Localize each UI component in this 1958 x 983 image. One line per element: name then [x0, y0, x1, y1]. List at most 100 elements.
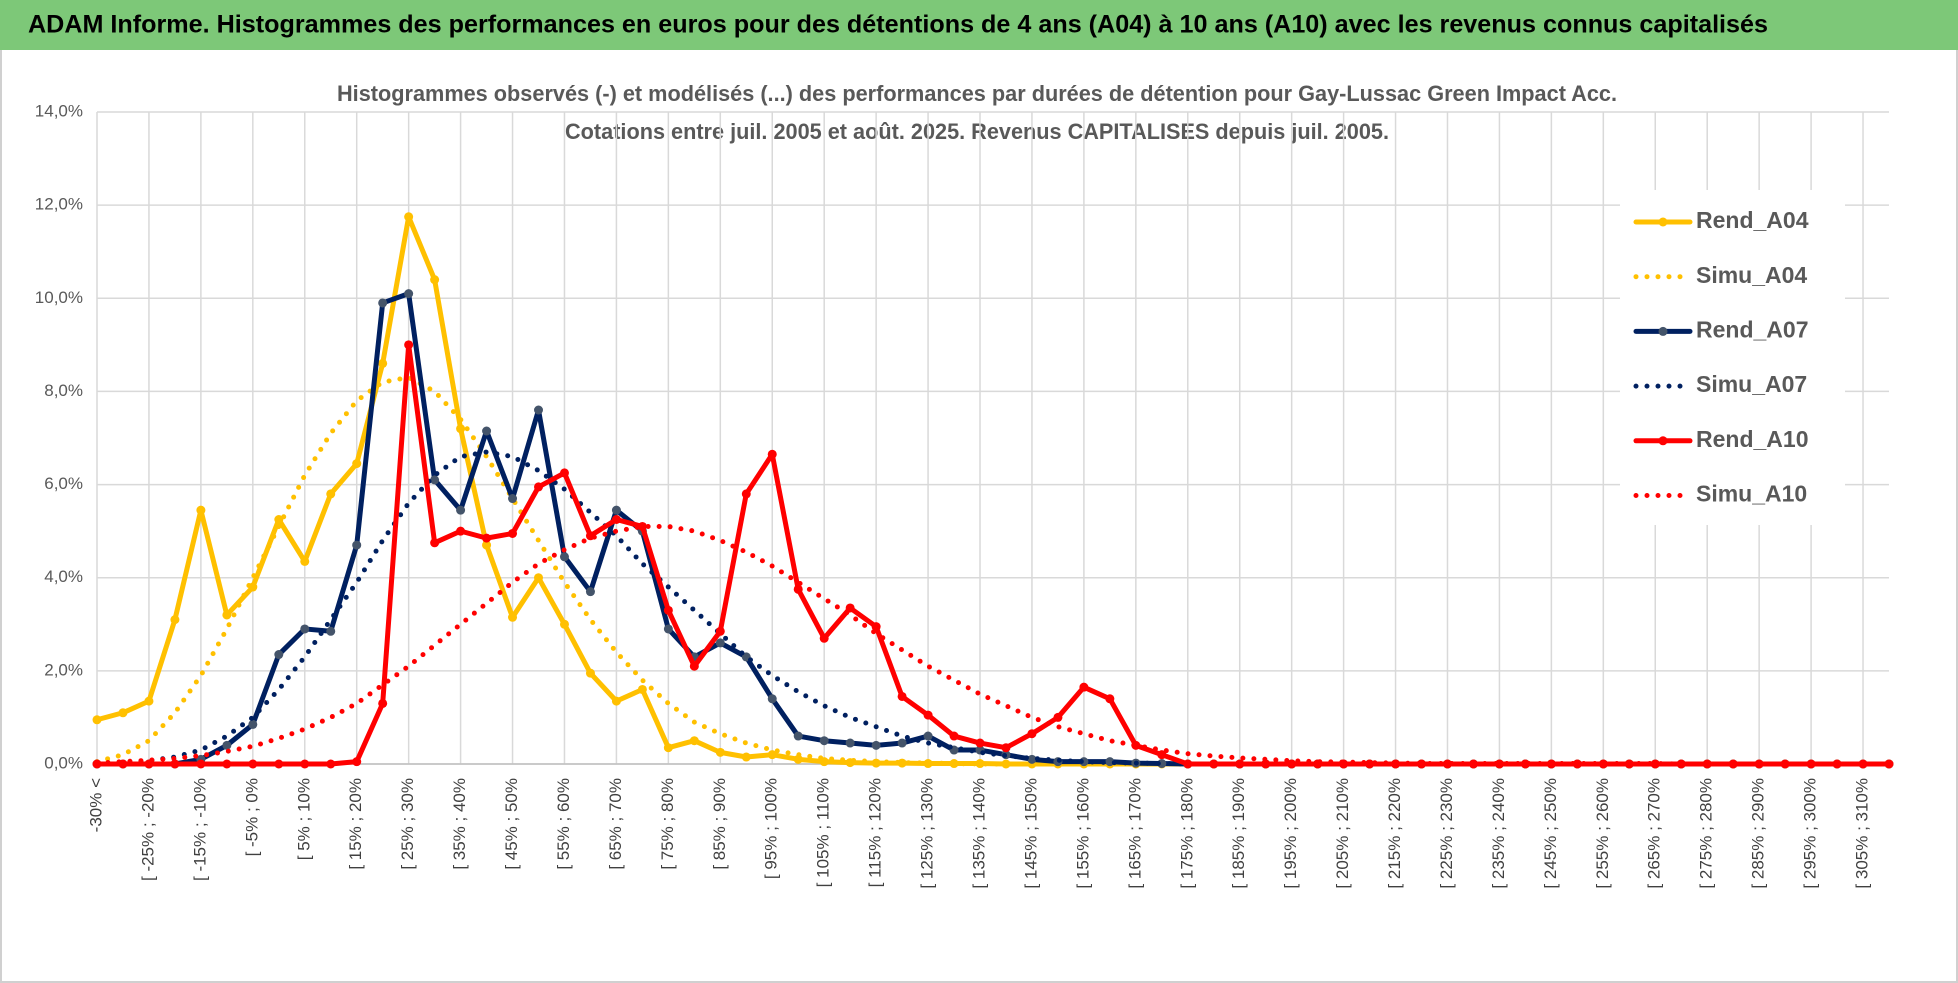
x-tick-label: [ 45% ; 50% [502, 778, 521, 870]
data-point [404, 289, 414, 299]
y-tick-label: 12,0% [35, 195, 83, 214]
y-tick-label: 0,0% [44, 753, 83, 772]
x-tick-label: [ -25% ; -20% [138, 778, 157, 881]
data-point [248, 719, 258, 729]
data-point [1287, 759, 1297, 769]
data-point [456, 526, 466, 536]
data-point [222, 610, 232, 620]
data-point [1027, 729, 1037, 739]
y-tick-label: 6,0% [44, 474, 83, 493]
x-tick-label: [ 165% ; 170% [1125, 778, 1144, 889]
data-point [1884, 759, 1894, 769]
y-tick-label: 14,0% [35, 101, 83, 120]
data-point [508, 612, 518, 622]
x-tick-label: [ 235% ; 240% [1489, 778, 1508, 889]
x-tick-label: [ 275% ; 280% [1697, 778, 1716, 889]
x-tick-label: [ 65% ; 70% [606, 778, 625, 870]
data-point [949, 731, 959, 741]
data-point [222, 759, 232, 769]
data-point [196, 505, 206, 515]
data-point [430, 275, 440, 285]
data-point [975, 738, 985, 748]
data-point [585, 668, 595, 678]
data-point [585, 587, 595, 597]
data-point [689, 661, 699, 671]
x-tick-label: [ 175% ; 180% [1177, 778, 1196, 889]
data-point [1027, 754, 1037, 764]
legend-label: Simu_A04 [1696, 262, 1807, 288]
x-tick-label: [ 85% ; 90% [710, 778, 729, 870]
data-point [767, 750, 777, 760]
data-point [1572, 759, 1582, 769]
x-tick-label: [ 15% ; 20% [346, 778, 365, 870]
x-tick-label: [ 145% ; 150% [1021, 778, 1040, 889]
legend-box [1620, 190, 1845, 525]
legend-marker [1658, 217, 1668, 227]
data-point [1157, 759, 1167, 769]
x-tick-label: -30% < [86, 778, 105, 832]
data-point [534, 405, 544, 415]
banner-bg [0, 0, 1958, 50]
data-point [741, 489, 751, 499]
data-point [663, 605, 673, 615]
data-point [1079, 682, 1089, 692]
data-point [897, 738, 907, 748]
x-tick-label: [ 305% ; 310% [1853, 778, 1872, 889]
x-tick-label: [ 265% ; 270% [1645, 778, 1664, 889]
data-point [559, 468, 569, 478]
data-point [222, 740, 232, 750]
data-point [1261, 759, 1271, 769]
x-tick-label: [ 295% ; 300% [1801, 778, 1820, 889]
data-point [715, 626, 725, 636]
data-point [1365, 759, 1375, 769]
x-tick-label: [ 255% ; 260% [1593, 778, 1612, 889]
x-tick-label: [ 195% ; 200% [1281, 778, 1300, 889]
x-tick-label: [ -5% ; 0% [242, 778, 261, 856]
x-tick-label: [ 125% ; 130% [918, 778, 937, 889]
x-tick-label: [ 245% ; 250% [1541, 778, 1560, 889]
legend-label: Simu_A07 [1696, 371, 1807, 397]
data-point [1001, 743, 1011, 753]
data-point [715, 638, 725, 648]
x-tick-label: [ 75% ; 80% [658, 778, 677, 870]
data-point [274, 515, 284, 524]
data-point [352, 459, 362, 469]
data-point [1105, 757, 1115, 767]
x-tick-label: [ 105% ; 110% [814, 778, 833, 887]
data-point [793, 584, 803, 594]
x-tick-label: [ 155% ; 160% [1073, 778, 1092, 889]
y-tick-label: 8,0% [44, 381, 83, 400]
data-point [508, 494, 518, 504]
data-point [326, 626, 336, 636]
data-point [404, 212, 414, 222]
data-point [793, 754, 803, 764]
data-point [1442, 759, 1452, 769]
data-point [793, 731, 803, 741]
data-point [430, 538, 440, 548]
data-point [897, 758, 907, 768]
data-point [430, 475, 440, 485]
x-tick-label: [ -15% ; -10% [190, 778, 209, 881]
data-point [326, 759, 336, 769]
data-point [170, 615, 180, 625]
x-tick-label: [ 55% ; 60% [554, 778, 573, 870]
data-point [378, 298, 388, 308]
data-point [534, 573, 544, 583]
data-point [715, 747, 725, 757]
data-point [923, 731, 933, 741]
legend-label: Simu_A10 [1696, 481, 1807, 507]
chart-title: Histogrammes observés (-) et modélisés (… [337, 81, 1617, 106]
data-point [482, 533, 492, 543]
data-point [1806, 759, 1816, 769]
series-line [94, 523, 1892, 767]
data-point [1183, 759, 1193, 769]
data-point [378, 698, 388, 708]
x-tick-label: [ 205% ; 210% [1333, 778, 1352, 889]
data-point [144, 696, 154, 706]
data-point [637, 521, 647, 531]
x-tick-label: [ 135% ; 140% [969, 778, 988, 889]
y-tick-label: 4,0% [44, 567, 83, 586]
data-point [170, 759, 180, 769]
data-point [118, 708, 128, 718]
